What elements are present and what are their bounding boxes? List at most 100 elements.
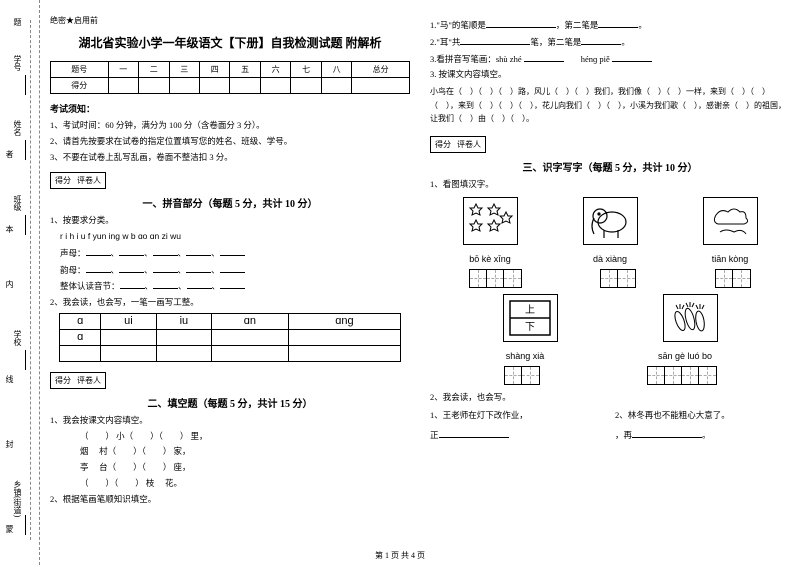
notice-heading: 考试须知： bbox=[50, 102, 410, 115]
section-score-box: 得分 评卷人 bbox=[50, 172, 106, 189]
score-row-label: 得分 bbox=[51, 78, 109, 94]
score-header: 题号 bbox=[51, 62, 109, 78]
margin-label: 本 bbox=[4, 225, 15, 233]
score-label: 得分 bbox=[55, 375, 71, 386]
binding-margin: 题 学号 姓名 者 班级 本 内 学校 线 封 乡镇(街道) 蒙 bbox=[0, 0, 40, 565]
char-grid bbox=[504, 366, 540, 385]
section-score-box: 得分 评卷人 bbox=[50, 372, 106, 389]
pinyin-writing-table: ɑ ui iu ɑn ɑng ɑ bbox=[59, 313, 401, 362]
score-header: 七 bbox=[291, 62, 321, 78]
margin-label: 线 bbox=[4, 375, 15, 383]
section-title: 一、拼音部分（每题 5 分，共计 10 分） bbox=[50, 195, 410, 210]
score-header: 六 bbox=[260, 62, 290, 78]
pinyin-label-row: bō kè xīng dà xiàng tiān kòng bbox=[430, 251, 790, 267]
margin-label: 内 bbox=[4, 280, 15, 288]
secret-label: 绝密★启用前 bbox=[50, 15, 410, 26]
rule-line: 1、考试时间：60 分钟，满分为 100 分（含卷面分 3 分）。 bbox=[50, 119, 410, 132]
image-row: 上下 bbox=[430, 294, 790, 342]
answer-line: 声母：、、、、 bbox=[60, 246, 410, 260]
pinyin-cell: ɑ bbox=[60, 329, 101, 345]
char-grid bbox=[600, 269, 636, 288]
score-header: 四 bbox=[199, 62, 229, 78]
reviewer-label: 评卷人 bbox=[77, 375, 101, 386]
fill-line: 3.看拼音写笔画：shù zhé hénɡ piě bbox=[430, 52, 790, 66]
fill-line: （ ）（ ） 枝 花。 bbox=[80, 477, 410, 490]
rule-line: 3、不要在试卷上乱写乱画，卷面不整洁扣 3 分。 bbox=[50, 151, 410, 164]
score-label: 得分 bbox=[435, 139, 451, 150]
pinyin-label: sān gè luó bo bbox=[630, 351, 740, 361]
question-text: 1、按要求分类。 bbox=[50, 214, 410, 227]
pinyin-cell: ɑ bbox=[60, 313, 101, 329]
pinyin-label: tiān kòng bbox=[695, 254, 765, 264]
margin-line bbox=[25, 140, 26, 160]
pinyin-cell: ui bbox=[101, 313, 156, 329]
paragraph-fill: 小鸟在（ ）（ ）（ ）路，风儿（ ）（ ）我们，我们像（ ）（ ）一样，来到（… bbox=[430, 85, 790, 126]
image-elephant bbox=[583, 197, 638, 245]
rule-line: 2、请首先按要求在试卷的指定位置填写您的姓名、班级、学号。 bbox=[50, 135, 410, 148]
score-header: 二 bbox=[139, 62, 169, 78]
margin-label: 者 bbox=[4, 150, 15, 158]
fill-line: 亭 台（ ）（ ） 座， bbox=[80, 461, 410, 474]
margin-label: 封 bbox=[4, 440, 15, 448]
margin-label: 学校 bbox=[12, 330, 23, 346]
char-grid bbox=[647, 366, 717, 385]
margin-label: 班级 bbox=[12, 195, 23, 211]
fill-line: 1."马"的笔顺是，第二笔是。 bbox=[430, 18, 790, 32]
margin-line bbox=[25, 215, 26, 235]
svg-text:上: 上 bbox=[525, 304, 535, 316]
fill-line: ，再。 bbox=[615, 428, 790, 442]
question-text: 1、看图填汉字。 bbox=[430, 178, 790, 191]
question-text: 2、我会读，也会写，一笔一画写工整。 bbox=[50, 296, 410, 309]
paper-title: 湖北省实验小学一年级语文【下册】自我检测试题 附解析 bbox=[50, 34, 410, 51]
score-label: 得分 bbox=[55, 175, 71, 186]
image-carrots bbox=[663, 294, 718, 342]
image-updown: 上下 bbox=[503, 294, 558, 342]
fill-line: 烟 村（ ）（ ） 家， bbox=[80, 445, 410, 458]
score-header: 一 bbox=[108, 62, 138, 78]
image-stars bbox=[463, 197, 518, 245]
answer-line: 整体认读音节：、、、 bbox=[60, 279, 410, 293]
margin-line bbox=[25, 515, 26, 535]
score-table: 题号 一 二 三 四 五 六 七 八 总分 得分 bbox=[50, 61, 410, 94]
pinyin-label-row: shàng xià sān gè luó bo bbox=[430, 348, 790, 364]
margin-label: 学号 bbox=[12, 55, 23, 71]
answer-line: 韵母：、、、、 bbox=[60, 263, 410, 277]
margin-line bbox=[25, 75, 26, 95]
margin-label: 姓名 bbox=[12, 120, 23, 136]
char-grid-row bbox=[430, 269, 790, 288]
char-grid bbox=[715, 269, 751, 288]
pinyin-text: r i h i u f yun ing w b ɑo ɑn zi wu bbox=[60, 230, 410, 243]
dotted-fold-line bbox=[30, 20, 31, 540]
fill-line: 2."耳"共笔，第二笔是。 bbox=[430, 35, 790, 49]
pinyin-cell: ɑng bbox=[288, 313, 400, 329]
question-text: 3. 按课文内容填空。 bbox=[430, 68, 790, 81]
question-text: 1、我会按课文内容填空。 bbox=[50, 414, 410, 427]
pinyin-cell: ɑn bbox=[212, 313, 289, 329]
right-column: 1."马"的笔顺是，第二笔是。 2."耳"共笔，第二笔是。 3.看拼音写笔画：s… bbox=[430, 15, 790, 560]
left-column: 绝密★启用前 湖北省实验小学一年级语文【下册】自我检测试题 附解析 题号 一 二… bbox=[50, 15, 410, 560]
pinyin-label: bō kè xīng bbox=[455, 254, 525, 264]
reviewer-label: 评卷人 bbox=[457, 139, 481, 150]
char-grid bbox=[469, 269, 522, 288]
reviewer-label: 评卷人 bbox=[77, 175, 101, 186]
sentence: 1、王老师在灯下改作业， bbox=[430, 409, 605, 422]
section-score-box: 得分 评卷人 bbox=[430, 136, 486, 153]
score-header: 三 bbox=[169, 62, 199, 78]
section-title: 二、填空题（每题 5 分，共计 15 分） bbox=[50, 395, 410, 410]
section-title: 三、识字写字（每题 5 分，共计 10 分） bbox=[430, 159, 790, 174]
char-grid-row bbox=[430, 366, 790, 385]
margin-line bbox=[25, 350, 26, 370]
score-header: 八 bbox=[321, 62, 351, 78]
margin-label: 题 bbox=[12, 18, 23, 26]
question-text: 2、我会读，也会写。 bbox=[430, 391, 790, 404]
question-text: 2、根据笔画笔顺知识填空。 bbox=[50, 493, 410, 506]
image-sky bbox=[703, 197, 758, 245]
sentence: 2、林冬再也不能粗心大意了。 bbox=[615, 409, 790, 422]
score-header: 五 bbox=[230, 62, 260, 78]
svg-text:下: 下 bbox=[525, 322, 535, 333]
score-header: 总分 bbox=[352, 62, 410, 78]
pinyin-label: dà xiàng bbox=[575, 254, 645, 264]
image-row bbox=[430, 197, 790, 245]
page-footer: 第 1 页 共 4 页 bbox=[0, 550, 800, 561]
pinyin-label: shàng xià bbox=[480, 351, 570, 361]
